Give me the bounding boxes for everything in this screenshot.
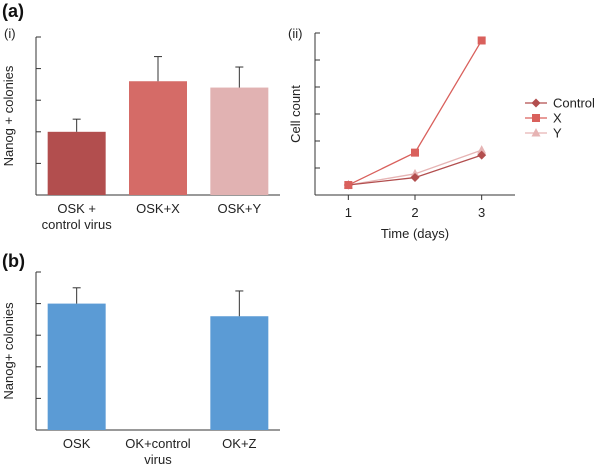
chart-a-i-bar: OSK +control virus OSK+X OSK+Y Nanog + colo… bbox=[1, 36, 280, 232]
category-label-0: OSK bbox=[63, 436, 91, 451]
point-y-2 bbox=[477, 145, 487, 154]
x-tick-label-1: 2 bbox=[411, 205, 418, 220]
panel-label-a-i: (i) bbox=[4, 26, 16, 41]
x-axis-title: Time (days) bbox=[381, 226, 449, 241]
x-tick-label-2: 3 bbox=[478, 205, 485, 220]
point-x-1 bbox=[411, 148, 419, 157]
y-axis-title: Nanog + colonies bbox=[1, 65, 16, 166]
category-label-2: OSK+Y bbox=[217, 201, 261, 216]
x-tick-label-0: 1 bbox=[345, 205, 352, 220]
point-x-0 bbox=[344, 181, 353, 190]
category-label-1-line-1: virus bbox=[144, 452, 172, 467]
y-axis-title: Cell count bbox=[288, 85, 303, 143]
category-label-1: OSK+X bbox=[136, 201, 180, 216]
legend-label-control: Control bbox=[553, 96, 595, 111]
bar-0 bbox=[47, 303, 106, 430]
category-label-2: OK+Z bbox=[222, 436, 256, 451]
category-label-0-line-0: OSK + bbox=[57, 201, 96, 216]
point-control-1 bbox=[410, 173, 420, 183]
legend-marker-control bbox=[531, 98, 541, 108]
bar-2 bbox=[210, 87, 269, 195]
panel-label-a: (a) bbox=[2, 1, 24, 21]
bar-1 bbox=[129, 81, 187, 195]
bar-0 bbox=[47, 131, 106, 195]
legend-label-x: X bbox=[553, 111, 562, 126]
point-x-2 bbox=[477, 36, 486, 45]
category-label-1-line-0: OK+control bbox=[125, 436, 191, 451]
legend-marker-y bbox=[531, 128, 541, 137]
bar-2 bbox=[210, 316, 269, 430]
y-axis-title: Nanog+ colonies bbox=[1, 302, 16, 400]
panel-label-a-ii: (ii) bbox=[288, 26, 302, 41]
category-label-0-line-1: control virus bbox=[42, 217, 113, 232]
legend-label-y: Y bbox=[553, 126, 562, 141]
series-line-x bbox=[348, 40, 483, 186]
panel-label-b: (b) bbox=[2, 251, 25, 271]
legend-marker-x bbox=[532, 114, 540, 122]
point-control-2 bbox=[477, 150, 487, 160]
